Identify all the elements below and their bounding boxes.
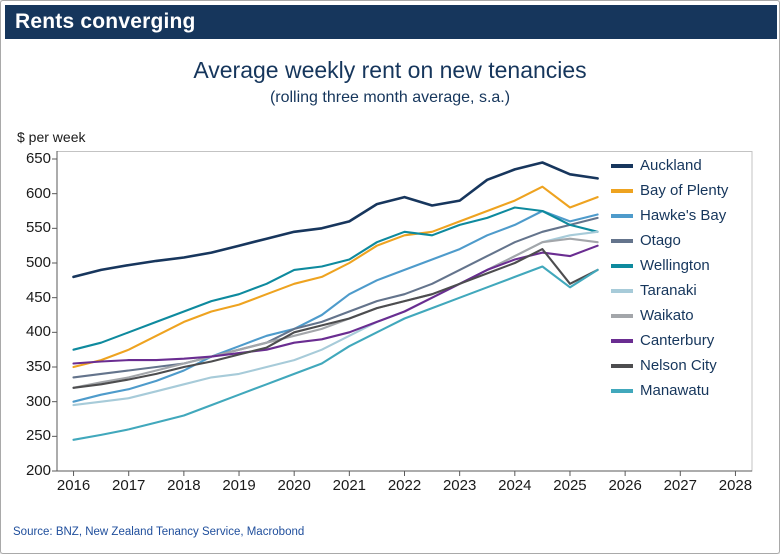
y-tick-label: 250 bbox=[25, 427, 51, 445]
legend-label: Auckland bbox=[640, 157, 702, 174]
legend-swatch bbox=[611, 363, 633, 368]
x-tick-label: 2025 bbox=[553, 477, 587, 494]
header-bar: Rents converging bbox=[5, 5, 777, 39]
y-tick-label: 600 bbox=[25, 184, 51, 202]
legend-swatch bbox=[611, 388, 633, 393]
x-tick-label: 2028 bbox=[718, 477, 753, 494]
series-line-auckland bbox=[72, 161, 599, 279]
y-tick-label: 550 bbox=[25, 219, 51, 237]
y-tick-label: 650 bbox=[25, 150, 51, 167]
y-tick-label: 300 bbox=[25, 392, 51, 410]
source-note: Source: BNZ, New Zealand Tenancy Service… bbox=[13, 526, 305, 538]
y-tick-label: 400 bbox=[25, 323, 51, 341]
chart-plot bbox=[52, 151, 753, 476]
chart-subtitle: (rolling three month average, s.a.) bbox=[269, 89, 511, 106]
legend-swatch bbox=[611, 313, 633, 318]
series-line-hawke-s-bay bbox=[72, 209, 599, 403]
y-tick-label: 450 bbox=[25, 288, 51, 306]
legend-item: Hawke's Bay bbox=[611, 206, 728, 225]
legend-item: Canterbury bbox=[611, 331, 728, 350]
legend-label: Taranaki bbox=[640, 282, 697, 299]
legend-swatch bbox=[611, 238, 633, 243]
legend-label: Waikato bbox=[640, 307, 694, 324]
legend-item: Waikato bbox=[611, 306, 728, 325]
x-tick-label: 2017 bbox=[112, 477, 146, 494]
series-line-otago bbox=[72, 216, 599, 379]
legend-item: Manawatu bbox=[611, 381, 728, 400]
x-tick-label: 2023 bbox=[442, 477, 477, 494]
x-tick-label: 2016 bbox=[56, 477, 91, 494]
y-axis-unit-label: $ per week bbox=[17, 129, 86, 145]
y-tick-label: 350 bbox=[25, 358, 51, 375]
legend-item: Wellington bbox=[611, 256, 728, 275]
series-line-wellington bbox=[72, 206, 599, 351]
legend-swatch bbox=[611, 213, 633, 218]
x-tick-label: 2024 bbox=[498, 477, 532, 494]
legend-swatch bbox=[611, 163, 633, 168]
legend-item: Otago bbox=[611, 231, 728, 250]
legend-label: Wellington bbox=[640, 257, 710, 274]
legend-label: Canterbury bbox=[640, 332, 715, 349]
legend-item: Nelson City bbox=[611, 356, 728, 375]
legend-swatch bbox=[611, 288, 633, 293]
series-line-waikato bbox=[72, 237, 599, 389]
legend-label: Hawke's Bay bbox=[640, 207, 727, 224]
chart-title: Average weekly rent on new tenancies bbox=[193, 57, 587, 83]
page-title: Rents converging bbox=[15, 10, 196, 33]
series-line-manawatu bbox=[72, 265, 599, 441]
legend-label: Manawatu bbox=[640, 382, 710, 399]
legend-swatch bbox=[611, 263, 633, 268]
x-tick-label: 2027 bbox=[663, 477, 697, 494]
y-tick-label: 200 bbox=[25, 462, 51, 479]
series-line-canterbury bbox=[72, 244, 599, 365]
legend-label: Otago bbox=[640, 232, 681, 249]
legend-label: Bay of Plenty bbox=[640, 182, 729, 199]
chart-legend: Auckland Bay of Plenty Hawke's Bay Otago Wel… bbox=[611, 156, 728, 400]
y-tick-label: 500 bbox=[25, 254, 51, 271]
x-tick-label: 2022 bbox=[387, 477, 422, 494]
x-tick-label: 2018 bbox=[167, 477, 201, 494]
legend-item: Bay of Plenty bbox=[611, 181, 728, 200]
x-tick-label: 2019 bbox=[222, 477, 256, 494]
plot-area: 200 250 300 350 400 450 500 550 600 650 2016 2017 20… bbox=[26, 150, 761, 499]
x-tick-label: 2021 bbox=[332, 477, 367, 494]
legend-swatch bbox=[611, 188, 633, 193]
series-line-nelson-city bbox=[72, 248, 599, 389]
x-tick-label: 2026 bbox=[608, 477, 642, 494]
legend-item: Taranaki bbox=[611, 281, 728, 300]
legend-swatch bbox=[611, 338, 633, 343]
legend-item: Auckland bbox=[611, 156, 728, 175]
legend-label: Nelson City bbox=[640, 357, 717, 374]
x-tick-label: 2020 bbox=[277, 477, 311, 494]
series-line-bay-of-plenty bbox=[72, 185, 599, 369]
